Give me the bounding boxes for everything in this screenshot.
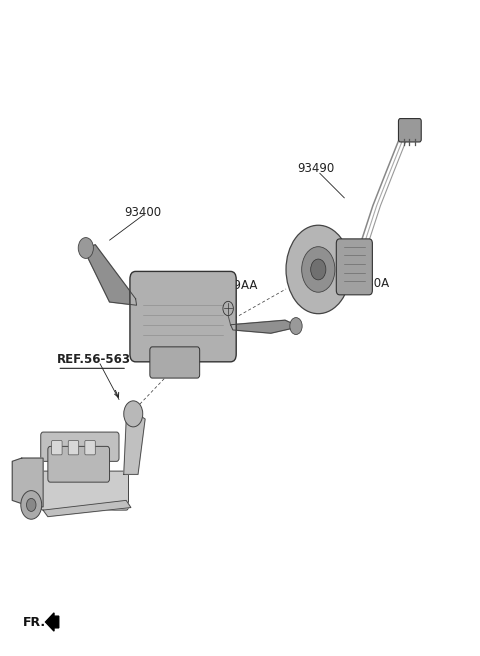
FancyBboxPatch shape xyxy=(130,272,236,362)
Polygon shape xyxy=(124,413,145,474)
Circle shape xyxy=(21,491,42,520)
FancyBboxPatch shape xyxy=(68,441,79,455)
FancyBboxPatch shape xyxy=(85,441,96,455)
FancyArrow shape xyxy=(46,613,59,631)
Text: 93480A: 93480A xyxy=(344,277,389,290)
Text: 1229AA: 1229AA xyxy=(212,279,258,292)
FancyBboxPatch shape xyxy=(48,446,109,482)
Text: 93490: 93490 xyxy=(297,162,334,175)
FancyBboxPatch shape xyxy=(52,441,62,455)
Polygon shape xyxy=(230,320,300,333)
Circle shape xyxy=(223,301,233,316)
Polygon shape xyxy=(84,245,137,305)
Circle shape xyxy=(286,225,350,314)
FancyBboxPatch shape xyxy=(336,239,372,295)
FancyBboxPatch shape xyxy=(41,471,129,510)
Text: 93400: 93400 xyxy=(124,206,161,218)
Polygon shape xyxy=(43,501,131,517)
FancyBboxPatch shape xyxy=(398,119,421,142)
Circle shape xyxy=(311,259,326,280)
Text: REF.56-563: REF.56-563 xyxy=(57,353,132,366)
FancyBboxPatch shape xyxy=(150,347,200,378)
Circle shape xyxy=(290,318,302,335)
FancyBboxPatch shape xyxy=(41,432,119,461)
Polygon shape xyxy=(12,458,43,507)
Text: FR.: FR. xyxy=(23,615,46,628)
Circle shape xyxy=(26,499,36,512)
Circle shape xyxy=(78,237,94,258)
Circle shape xyxy=(301,247,335,292)
Circle shape xyxy=(124,401,143,427)
